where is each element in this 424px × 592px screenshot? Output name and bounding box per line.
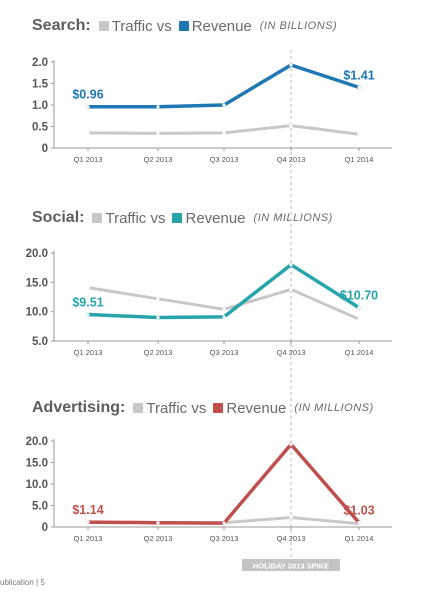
- advertising-traffic-point: [289, 515, 293, 520]
- advertising-y-tick-label: 10.0: [26, 479, 48, 491]
- advertising-y-tick-label: 15.0: [26, 458, 48, 470]
- search-traffic-point: [156, 131, 160, 135]
- search-revenue-data-label: $1.41: [343, 68, 374, 82]
- advertising-revenue-data-label: $1.14: [72, 503, 103, 517]
- advertising-panel-title: Advertising:: [32, 399, 126, 416]
- social-x-tick-label: Q4 2013: [277, 348, 306, 357]
- advertising-revenue-point: [86, 520, 90, 524]
- search-revenue-data-label: $0.96: [72, 88, 103, 102]
- unit-label: (IN MILLIONS): [294, 402, 374, 414]
- search-y-tick-label: 1.0: [32, 100, 48, 112]
- search-x-tick-label: Q4 2013: [277, 155, 306, 164]
- social-traffic-point: [289, 287, 293, 291]
- social-revenue-data-label: $10.70: [340, 289, 378, 303]
- revenue-legend-swatch: [178, 21, 189, 31]
- advertising-x-tick-label: Q3 2013: [210, 534, 239, 543]
- revenue-legend-swatch: [213, 403, 224, 413]
- search-traffic-point: [222, 131, 226, 135]
- search-revenue-point: [156, 105, 160, 109]
- advertising-revenue-point: [357, 520, 361, 525]
- search-revenue-point: [357, 85, 361, 89]
- page-footer: ublication | 5: [0, 578, 45, 587]
- traffic-legend-swatch: [98, 21, 109, 31]
- social-revenue-point: [156, 315, 160, 320]
- search-y-tick-label: 2.0: [32, 57, 48, 69]
- revenue-legend-label: Revenue: [185, 209, 246, 227]
- social-panel-title: Social:: [32, 209, 85, 226]
- search-traffic-point: [289, 124, 293, 128]
- advertising-x-tick-label: Q4 2013: [277, 534, 306, 543]
- social-revenue-point: [289, 263, 293, 267]
- revenue-legend-swatch: [172, 213, 183, 223]
- holiday-spike-label: HOLIDAY 2013 SPIKE: [253, 562, 329, 571]
- social-panel-header: Social: Traffic vs Revenue (IN MILLIONS): [32, 206, 333, 230]
- advertising-y-tick-label: 20.0: [26, 436, 48, 448]
- advertising-revenue-point: [222, 521, 226, 525]
- social-y-tick-label: 5.0: [32, 336, 48, 348]
- advertising-y-tick-label: 5.0: [32, 501, 48, 513]
- holiday-spike-label-box: [242, 559, 340, 571]
- search-revenue-point: [86, 105, 90, 109]
- advertising-revenue-data-label: $1.03: [343, 504, 374, 518]
- social-revenue-point: [86, 312, 90, 317]
- revenue-legend-label: Revenue: [226, 399, 287, 417]
- search-revenue-line: [86, 63, 361, 109]
- advertising-x-tick-label: Q1 2014: [345, 534, 374, 543]
- search-x-tick-label: Q1 2014: [345, 155, 374, 164]
- search-y-tick-label: 1.5: [32, 79, 49, 91]
- traffic-legend-label: Traffic vs: [146, 399, 207, 417]
- traffic-legend-label: Traffic vs: [111, 17, 172, 35]
- social-y-tick-label: 20.0: [26, 248, 48, 260]
- traffic-legend-swatch: [92, 213, 103, 223]
- search-y-tick-label: 0.5: [32, 122, 49, 134]
- search-revenue-point: [289, 63, 293, 67]
- search-panel-title: Search:: [32, 17, 91, 34]
- advertising-panel-header: Advertising: Traffic vs Revenue (IN MILL…: [32, 396, 374, 420]
- social-y-tick-label: 15.0: [26, 277, 48, 289]
- advertising-revenue-point: [156, 521, 160, 525]
- search-panel-header: Search: Traffic vs Revenue (IN BILLIONS): [32, 14, 337, 38]
- advertising-revenue-point: [289, 442, 293, 447]
- social-traffic-point: [86, 286, 90, 290]
- unit-label: (IN BILLIONS): [259, 20, 338, 32]
- social-x-tick-label: Q1 2013: [74, 348, 103, 357]
- revenue-legend-label: Revenue: [191, 17, 252, 35]
- advertising-revenue-line: [86, 442, 361, 525]
- search-revenue-point: [222, 103, 226, 107]
- social-traffic-point: [156, 297, 160, 301]
- social-traffic-point: [357, 317, 361, 321]
- advertising-x-tick-label: Q2 2013: [144, 534, 173, 543]
- social-x-tick-label: Q3 2013: [210, 348, 239, 357]
- search-x-tick-label: Q3 2013: [210, 155, 239, 164]
- traffic-legend-swatch: [133, 403, 144, 413]
- social-revenue-point: [357, 305, 361, 310]
- search-traffic-point: [357, 132, 361, 136]
- social-x-tick-label: Q1 2014: [345, 348, 374, 357]
- unit-label: (IN MILLIONS): [253, 212, 333, 224]
- social-y-tick-label: 10.0: [26, 307, 48, 319]
- search-traffic-point: [86, 131, 90, 135]
- search-x-tick-label: Q1 2013: [74, 155, 103, 164]
- traffic-legend-label: Traffic vs: [105, 209, 166, 227]
- search-y-tick-label: 0: [42, 143, 48, 155]
- search-x-tick-label: Q2 2013: [144, 155, 173, 164]
- social-x-tick-label: Q2 2013: [144, 348, 173, 357]
- advertising-y-tick-label: 0: [42, 522, 48, 534]
- social-traffic-point: [222, 307, 226, 311]
- social-revenue-data-label: $9.51: [72, 296, 103, 310]
- advertising-x-tick-label: Q1 2013: [74, 534, 103, 543]
- social-revenue-point: [222, 315, 226, 319]
